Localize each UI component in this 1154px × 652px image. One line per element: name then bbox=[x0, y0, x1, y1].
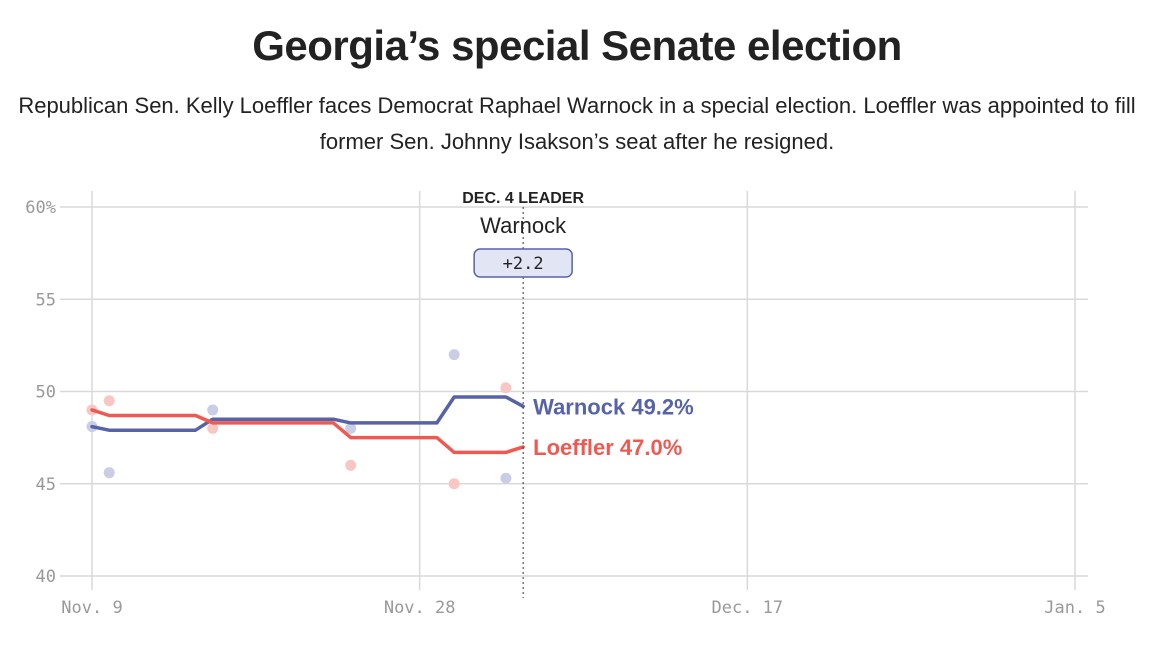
series-lines-layer bbox=[90, 395, 525, 455]
warnock-poll-dot bbox=[207, 404, 219, 416]
x-tick-label: Nov. 28 bbox=[384, 598, 456, 618]
y-tick-label: 60% bbox=[25, 198, 56, 218]
leader-name: Warnock bbox=[480, 213, 567, 238]
leader-margin-badge bbox=[473, 248, 573, 278]
leader-heading: DEC. 4 LEADER bbox=[462, 190, 584, 207]
loeffler-trend-line bbox=[90, 408, 525, 455]
loeffler-poll-dot bbox=[207, 422, 219, 434]
warnock-poll-dot bbox=[448, 349, 460, 361]
axis-layer: 40 45 50 55 60% Nov. 9 Nov. 28 Dec. 17 Jan. 5 bbox=[25, 198, 1105, 618]
loeffler-poll-dot bbox=[345, 459, 357, 471]
x-tick-label: Dec. 17 bbox=[712, 598, 784, 618]
page-subtitle: Republican Sen. Kelly Loeffler faces Dem… bbox=[18, 93, 1136, 154]
poll-dots-layer bbox=[86, 349, 512, 490]
warnock-end-label: Warnock 49.2% bbox=[533, 394, 694, 419]
loeffler-end-label: Loeffler 47.0% bbox=[533, 435, 682, 460]
warnock-poll-dot bbox=[103, 467, 115, 479]
y-tick-label: 40 bbox=[36, 567, 56, 587]
y-tick-label: 50 bbox=[36, 383, 56, 403]
x-tick-label: Jan. 5 bbox=[1044, 598, 1105, 618]
series-end-labels: Warnock 49.2% Loeffler 47.0% bbox=[533, 394, 694, 460]
y-tick-label: 55 bbox=[36, 290, 56, 310]
loeffler-poll-dot bbox=[500, 382, 512, 394]
page-title: Georgia’s special Senate election bbox=[252, 22, 902, 69]
loeffler-poll-dot bbox=[448, 478, 460, 490]
leader-annotation: DEC. 4 LEADER Warnock +2.2 bbox=[462, 190, 584, 598]
y-tick-label: 45 bbox=[36, 475, 56, 495]
warnock-trend-line bbox=[90, 395, 525, 432]
warnock-poll-dot bbox=[345, 422, 357, 434]
warnock-poll-dot bbox=[500, 472, 512, 484]
leader-margin-value: +2.2 bbox=[503, 254, 544, 274]
loeffler-poll-dot bbox=[103, 395, 115, 407]
grid-layer bbox=[60, 191, 1088, 590]
x-tick-label: Nov. 9 bbox=[61, 598, 122, 618]
